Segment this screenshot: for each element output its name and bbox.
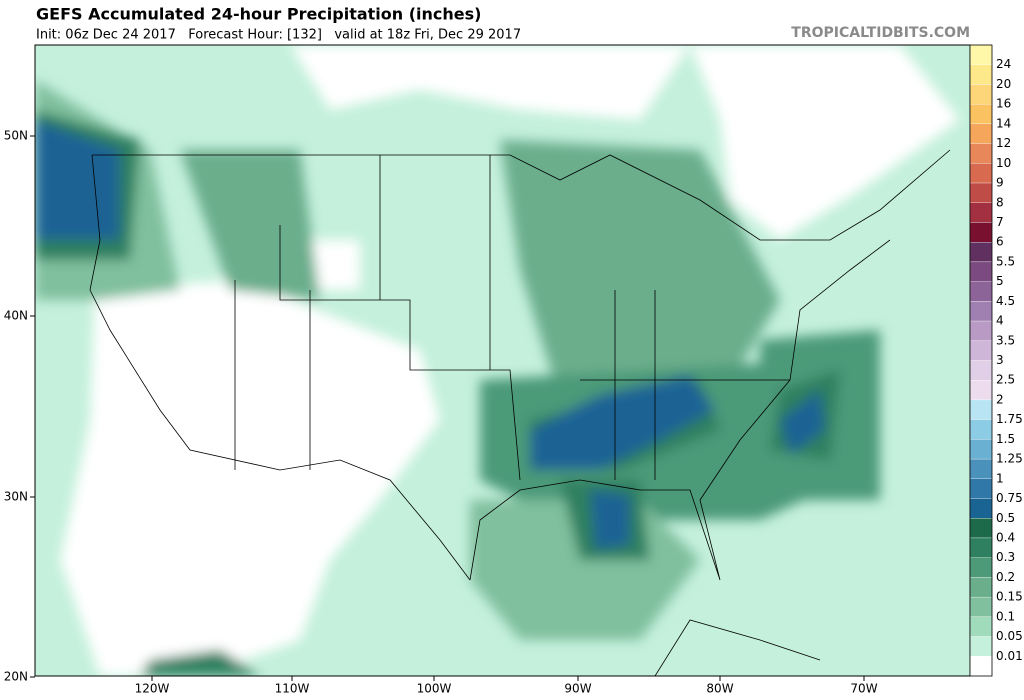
colorbar-label: 5 <box>996 274 1004 288</box>
colorbar-swatch <box>969 616 993 637</box>
lat-label: 40N <box>4 309 28 323</box>
colorbar-swatch <box>969 596 993 617</box>
colorbar-label: 3.5 <box>996 333 1015 347</box>
colorbar-swatch <box>969 419 993 440</box>
lon-label: 110W <box>275 682 310 696</box>
colorbar-swatch <box>969 123 993 144</box>
colorbar-label: 4.5 <box>996 294 1015 308</box>
colorbar-swatch <box>969 636 993 657</box>
colorbar-swatch <box>969 458 993 479</box>
colorbar-label: 0.75 <box>996 491 1023 505</box>
colorbar-swatch <box>969 202 993 223</box>
colorbar-swatch <box>969 380 993 401</box>
colorbar-swatch <box>969 498 993 519</box>
colorbar-label: 3 <box>996 353 1004 367</box>
subtitle: Init: 06z Dec 24 2017 Forecast Hour: [13… <box>36 28 521 43</box>
axes-labels: 120W 110W 100W 90W 80W 70W 50N 40N 30N 20N <box>4 129 878 696</box>
map <box>35 45 970 676</box>
colorbar-label: 14 <box>996 116 1011 130</box>
colorbar-swatch <box>969 478 993 499</box>
colorbar-label: 6 <box>996 235 1004 249</box>
title: GEFS Accumulated 24-hour Precipitation (… <box>36 5 482 24</box>
colorbar-label: 0.05 <box>996 629 1023 643</box>
colorbar-label: 4 <box>996 314 1004 328</box>
colorbar-swatch <box>969 84 993 105</box>
colorbar-label: 5.5 <box>996 254 1015 268</box>
colorbar-swatch <box>969 242 993 263</box>
lon-label: 70W <box>850 682 877 696</box>
colorbar-label: 9 <box>996 176 1004 190</box>
colorbar-label: 0.1 <box>996 609 1015 623</box>
colorbar-label: 2 <box>996 392 1004 406</box>
colorbar-swatch <box>969 656 993 677</box>
lat-label: 30N <box>4 490 28 504</box>
colorbar-label: 1.25 <box>996 452 1023 466</box>
brand: TROPICALTIDBITS.COM <box>791 25 970 41</box>
lon-label: 120W <box>135 682 170 696</box>
colorbar-swatch <box>969 537 993 558</box>
colorbar-label: 0.15 <box>996 590 1023 604</box>
colorbar-label: 2.5 <box>996 373 1015 387</box>
colorbar-label: 0.4 <box>996 530 1015 544</box>
colorbar-frame <box>969 44 993 677</box>
colorbar-swatch <box>969 104 993 125</box>
colorbar-swatch <box>969 44 993 65</box>
colorbar-label: 12 <box>996 136 1011 150</box>
colorbar-swatch <box>969 143 993 164</box>
colorbar-swatch <box>969 557 993 578</box>
colorbar-swatch <box>969 163 993 184</box>
colorbar-label: 0.3 <box>996 550 1015 564</box>
colorbar-label: 20 <box>996 77 1011 91</box>
precip-field <box>35 45 960 676</box>
colorbar-label: 16 <box>996 97 1011 111</box>
colorbar-label: 7 <box>996 215 1004 229</box>
colorbar-swatch <box>969 340 993 361</box>
colorbar-swatch <box>969 222 993 243</box>
colorbar-swatch <box>969 518 993 539</box>
lat-label: 20N <box>4 670 28 684</box>
colorbar-swatch <box>969 64 993 85</box>
colorbar-swatch <box>969 360 993 381</box>
colorbar-label: 24 <box>996 57 1011 71</box>
colorbar-swatch <box>969 182 993 203</box>
colorbar-swatch <box>969 281 993 302</box>
lon-label: 100W <box>417 682 452 696</box>
lon-label: 90W <box>564 682 591 696</box>
colorbar-label: 0.2 <box>996 570 1015 584</box>
lat-label: 50N <box>4 129 28 143</box>
boundaries <box>89 149 951 676</box>
colorbar-swatch <box>969 577 993 598</box>
colorbar-label: 1 <box>996 471 1004 485</box>
colorbar-swatch <box>969 301 993 322</box>
colorbar: 24 20 16 14 12 10 9 8 7 6 5.5 5 4.5 4 3.5 3 2.5 2 1.75 1.5 1… <box>969 44 1023 677</box>
colorbar-label: 1.75 <box>996 412 1023 426</box>
colorbar-label: 0.01 <box>996 649 1023 663</box>
colorbar-label: 1.5 <box>996 432 1015 446</box>
colorbar-label: 0.5 <box>996 511 1015 525</box>
colorbar-swatch <box>969 320 993 341</box>
colorbar-label: 10 <box>996 156 1011 170</box>
colorbar-swatch <box>969 399 993 420</box>
colorbar-swatch <box>969 261 993 282</box>
colorbar-swatch <box>969 439 993 460</box>
colorbar-label: 8 <box>996 195 1004 209</box>
lon-label: 80W <box>706 682 733 696</box>
